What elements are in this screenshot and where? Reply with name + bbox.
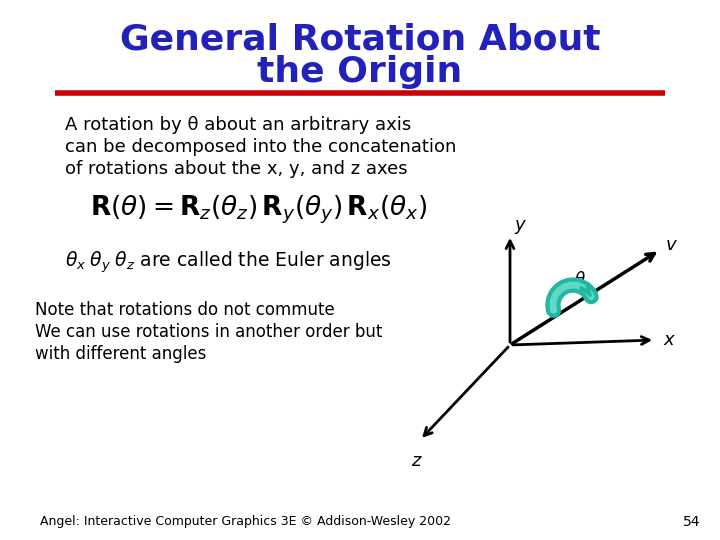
Text: $\mathbf{R}(\theta) = \mathbf{R}_z(\theta_z)\,\mathbf{R}_y(\theta_y)\,\mathbf{R}: $\mathbf{R}(\theta) = \mathbf{R}_z(\thet… (90, 194, 427, 226)
Text: the Origin: the Origin (257, 55, 463, 89)
Text: $\theta$: $\theta$ (574, 271, 586, 289)
Text: Angel: Interactive Computer Graphics 3E © Addison-Wesley 2002: Angel: Interactive Computer Graphics 3E … (40, 516, 451, 529)
Text: v: v (666, 236, 677, 254)
Text: y: y (514, 216, 525, 234)
Text: z: z (411, 452, 420, 470)
Text: $\theta_x\;\theta_y\;\theta_z$ are called the Euler angles: $\theta_x\;\theta_y\;\theta_z$ are calle… (65, 249, 392, 275)
Text: x: x (663, 331, 674, 349)
Text: with different angles: with different angles (35, 345, 207, 363)
Text: 54: 54 (683, 515, 700, 529)
Text: General Rotation About: General Rotation About (120, 23, 600, 57)
Text: of rotations about the x, y, and z axes: of rotations about the x, y, and z axes (65, 160, 408, 178)
Text: We can use rotations in another order but: We can use rotations in another order bu… (35, 323, 382, 341)
Text: Note that rotations do not commute: Note that rotations do not commute (35, 301, 335, 319)
Text: A rotation by θ about an arbitrary axis: A rotation by θ about an arbitrary axis (65, 116, 411, 134)
Text: can be decomposed into the concatenation: can be decomposed into the concatenation (65, 138, 456, 156)
